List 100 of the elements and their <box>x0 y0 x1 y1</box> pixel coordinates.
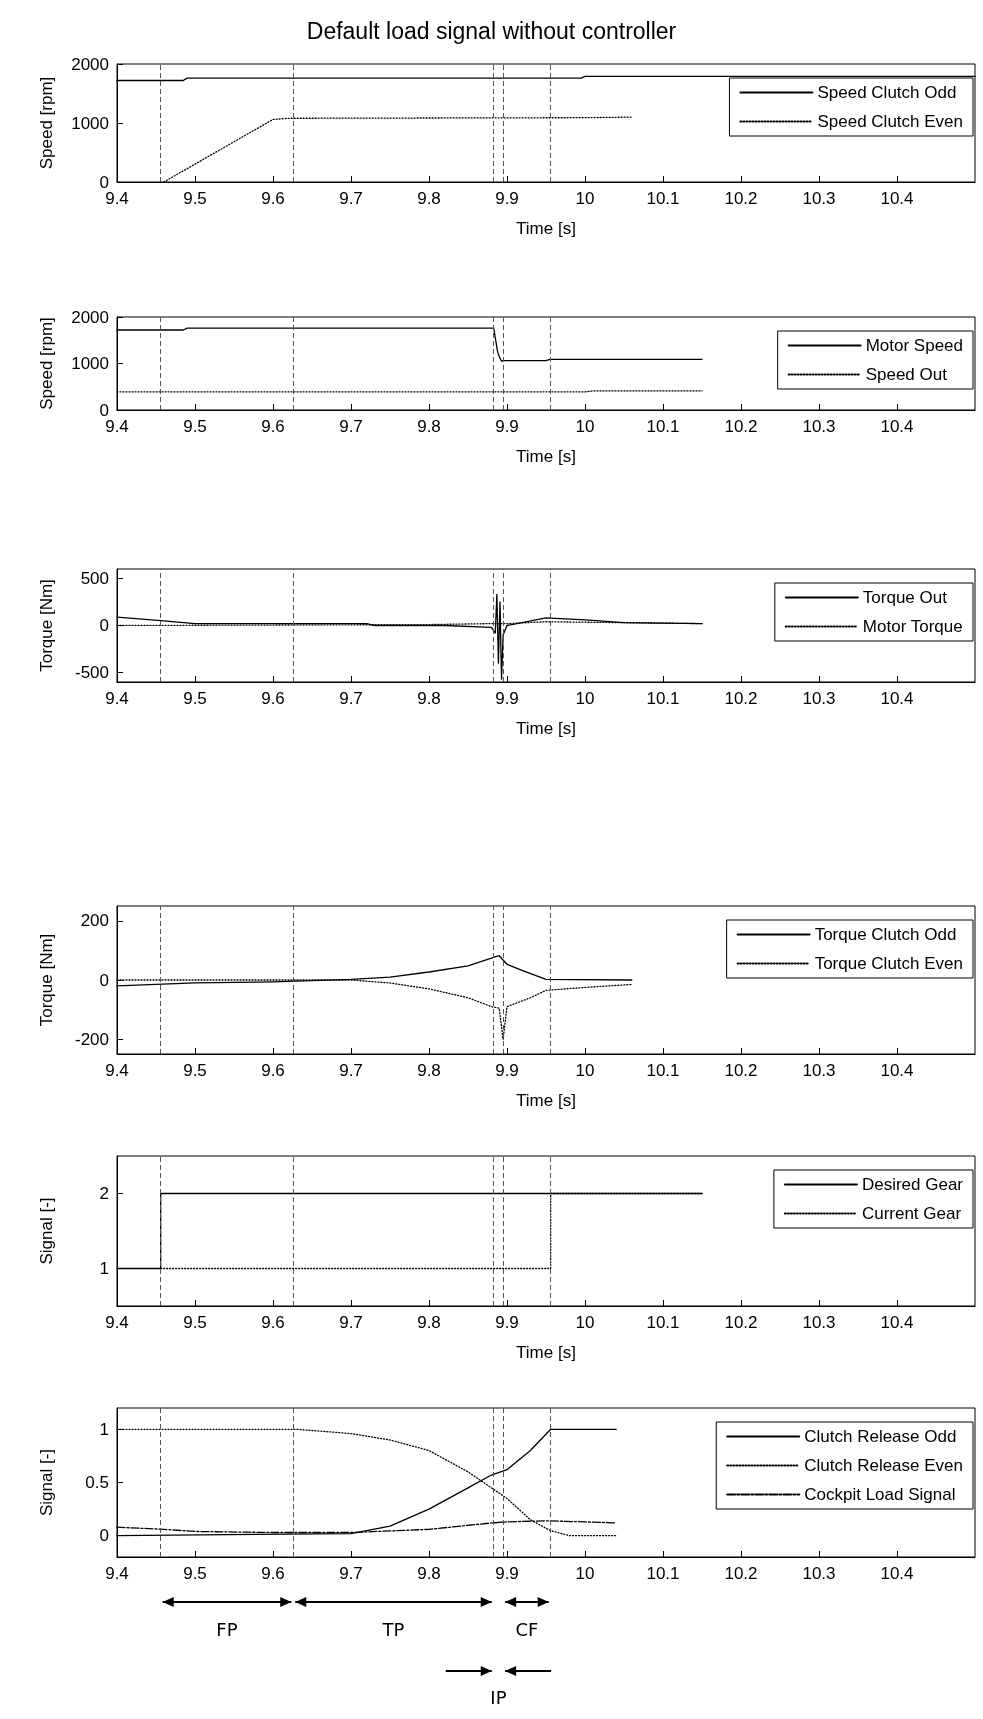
y-tick-label: 1 <box>99 1419 109 1439</box>
x-tick-label: 9.6 <box>261 689 285 708</box>
x-tick-label: 10.3 <box>802 689 836 708</box>
x-tick-label: 9.7 <box>339 1313 363 1332</box>
legend-label: Motor Speed <box>865 336 964 355</box>
x-tick-label: 10.2 <box>724 417 758 436</box>
x-tick-label: 10.3 <box>802 1313 836 1332</box>
x-tick-label: 9.6 <box>261 1313 285 1332</box>
x-tick-label: 10 <box>575 689 595 708</box>
legend-label: Speed Clutch Odd <box>817 83 957 102</box>
x-tick-label: 10.2 <box>724 1313 758 1332</box>
x-tick-label: 9.7 <box>339 689 363 708</box>
y-tick-label: 0 <box>99 1526 109 1546</box>
x-tick-label: 9.5 <box>183 1313 207 1332</box>
x-tick-label: 9.9 <box>495 1061 519 1080</box>
x-tick-label: 9.8 <box>417 1061 441 1080</box>
x-tick-label: 9.4 <box>105 1564 129 1583</box>
x-tick-label: 9.4 <box>105 417 129 436</box>
y-tick-label: 0 <box>99 616 109 635</box>
x-axis-title: Time [s] <box>516 719 576 738</box>
x-tick-label: 9.7 <box>339 1564 363 1583</box>
x-tick-label: 10.4 <box>880 1061 914 1080</box>
x-tick-label: 10.1 <box>646 1564 680 1583</box>
x-tick-label: 10.4 <box>880 1564 914 1583</box>
y-axis-title: Speed [rpm] <box>37 317 56 410</box>
x-tick-label: 9.4 <box>105 1313 129 1332</box>
x-tick-label: 9.5 <box>183 189 207 208</box>
y-tick-label: 200 <box>80 911 109 931</box>
y-tick-label: 0 <box>99 970 109 990</box>
x-tick-label: 9.5 <box>183 417 207 436</box>
x-tick-label: 9.7 <box>339 189 363 208</box>
text: IP <box>490 1687 507 1708</box>
legend-label: Current Gear <box>861 1204 962 1223</box>
x-tick-label: 9.7 <box>339 1061 363 1080</box>
y-tick-label: 2000 <box>71 54 109 74</box>
x-tick-label: 9.9 <box>495 1313 519 1332</box>
y-tick-label: 1 <box>99 1259 109 1278</box>
text: FP <box>216 1619 238 1640</box>
y-tick-label: 500 <box>80 568 109 588</box>
x-tick-label: 10.1 <box>646 1061 680 1080</box>
y-tick-label: 1000 <box>71 113 109 133</box>
x-tick-label: 9.6 <box>261 1061 285 1080</box>
y-tick-label: 0.5 <box>85 1473 109 1492</box>
x-tick-label: 9.9 <box>495 689 519 708</box>
text: CF <box>515 1619 539 1640</box>
text: TP <box>382 1619 405 1640</box>
legend-label: Speed Out <box>865 365 948 384</box>
x-tick-label: 10.1 <box>646 417 680 436</box>
x-tick-label: 9.4 <box>105 1061 129 1080</box>
x-tick-label: 9.5 <box>183 1061 207 1080</box>
x-tick-label: 10.1 <box>646 689 680 708</box>
y-axis-title: Torque [Nm] <box>37 933 56 1027</box>
x-tick-label: 10.4 <box>880 189 914 208</box>
y-axis-title: Torque [Nm] <box>37 579 56 672</box>
y-axis-title: Speed [rpm] <box>37 76 56 170</box>
chart-title: Default load signal without controller <box>306 17 677 44</box>
x-tick-label: 9.6 <box>261 189 285 208</box>
x-tick-label: 9.5 <box>183 1564 207 1583</box>
x-tick-label: 9.6 <box>261 1564 285 1583</box>
x-tick-label: 9.9 <box>495 417 519 436</box>
legend-label: Torque Clutch Odd <box>814 925 957 944</box>
legend-label: Motor Torque <box>862 617 963 636</box>
y-tick-label: -500 <box>74 663 109 683</box>
x-tick-label: 10 <box>575 189 595 208</box>
x-axis-title: Time [s] <box>516 1343 576 1362</box>
x-tick-label: 10.2 <box>724 1061 758 1080</box>
x-tick-label: 10.4 <box>880 417 914 436</box>
y-tick-label: 0 <box>99 400 109 420</box>
legend-label: Clutch Release Odd <box>804 1427 957 1446</box>
legend-label: Cockpit Load Signal <box>804 1485 956 1504</box>
y-tick-label: 1000 <box>71 354 109 373</box>
x-tick-label: 10 <box>575 417 595 436</box>
x-tick-label: 10 <box>575 1313 595 1332</box>
x-tick-label: 9.9 <box>495 189 519 208</box>
x-tick-label: 10.3 <box>802 189 836 208</box>
x-tick-label: 10.4 <box>880 1313 914 1332</box>
x-tick-label: 9.8 <box>417 1313 441 1332</box>
x-tick-label: 10.4 <box>880 689 914 708</box>
y-tick-label: -200 <box>74 1029 109 1049</box>
x-tick-label: 10 <box>575 1061 595 1080</box>
y-axis-title: Signal [-] <box>37 1448 56 1517</box>
x-tick-label: 10.1 <box>646 1313 680 1332</box>
x-axis-title: Time [s] <box>516 1091 576 1110</box>
y-axis-title: Signal [-] <box>37 1197 56 1265</box>
x-tick-label: 10 <box>575 1564 595 1583</box>
legend-label: Torque Out <box>862 588 948 607</box>
x-tick-label: 10.1 <box>646 189 680 208</box>
x-tick-label: 9.5 <box>183 689 207 708</box>
x-tick-label: 10.2 <box>724 189 758 208</box>
x-tick-label: 9.8 <box>417 1564 441 1583</box>
x-tick-label: 9.7 <box>339 417 363 436</box>
x-tick-label: 10.2 <box>724 689 758 708</box>
x-tick-label: 9.8 <box>417 417 441 436</box>
x-tick-label: 9.8 <box>417 689 441 708</box>
y-tick-label: 2000 <box>71 307 109 327</box>
x-tick-label: 10.3 <box>802 1564 836 1583</box>
legend-label: Clutch Release Even <box>804 1456 964 1475</box>
x-tick-label: 10.2 <box>724 1564 758 1583</box>
legend-label: Speed Clutch Even <box>817 112 964 131</box>
x-tick-label: 9.4 <box>105 689 129 708</box>
